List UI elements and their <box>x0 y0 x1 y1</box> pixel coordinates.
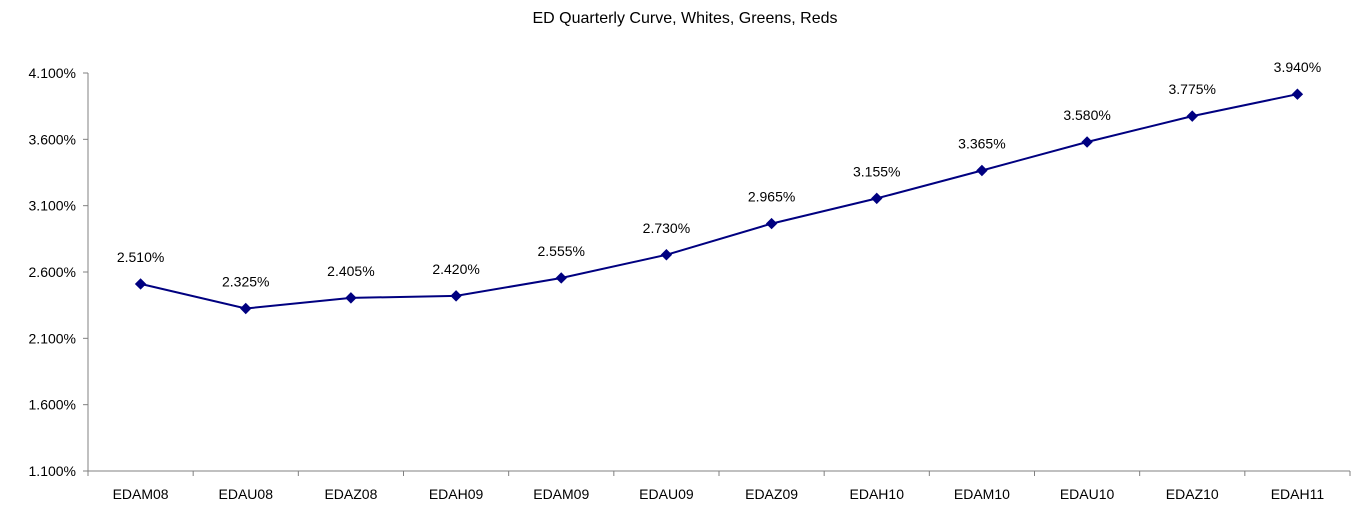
data-label: 3.940% <box>1274 59 1321 75</box>
x-tick-label: EDAU09 <box>639 486 694 502</box>
x-tick-label: EDAM10 <box>954 486 1010 502</box>
data-label: 2.965% <box>748 189 795 205</box>
data-point-marker <box>1081 136 1093 148</box>
x-tick-label: EDAH10 <box>850 486 905 502</box>
y-tick-label: 2.100% <box>29 330 76 346</box>
data-point-marker <box>450 290 462 302</box>
y-tick-label: 1.600% <box>29 397 76 413</box>
data-label: 3.580% <box>1063 107 1110 123</box>
data-label: 3.365% <box>958 136 1005 152</box>
x-tick-label: EDAU10 <box>1060 486 1115 502</box>
data-label: 2.510% <box>117 249 164 265</box>
y-tick-label: 2.600% <box>29 264 76 280</box>
y-axis-ticks: 1.100% 1.600% 2.100% 2.600% 3.100% 3.600% 4.10… <box>29 65 88 479</box>
data-point-marker <box>1186 110 1198 122</box>
x-tick-label: EDAZ10 <box>1166 486 1219 502</box>
data-label: 2.420% <box>432 261 479 277</box>
x-axis-ticks: EDAM08 EDAU08 EDAZ08 EDAH09 EDAM09 EDAU09 EDAZ… <box>87 471 1351 502</box>
data-point-marker <box>765 217 778 230</box>
data-point-marker <box>134 278 147 290</box>
data-point-marker <box>555 272 567 284</box>
x-tick-label: EDAU08 <box>219 486 274 502</box>
data-point-marker <box>240 302 252 315</box>
x-tick-label: EDAH09 <box>429 486 484 502</box>
data-label: 2.555% <box>538 243 585 259</box>
x-tick-label: EDAZ09 <box>745 486 798 502</box>
data-label: 2.325% <box>222 273 269 289</box>
data-label: 2.730% <box>643 220 690 236</box>
data-point-marker <box>660 249 673 261</box>
x-tick-label: EDAM09 <box>533 486 589 502</box>
data-point-marker <box>871 192 883 205</box>
x-tick-label: EDAH11 <box>1271 486 1325 502</box>
data-label: 2.405% <box>327 263 374 279</box>
series-polyline <box>140 93 1298 310</box>
axes <box>87 73 1350 472</box>
data-labels: 2.510% 2.325% 2.405% 2.420% 2.555% 2.730% 2.96… <box>117 59 1321 289</box>
data-point-marker <box>345 292 357 304</box>
data-point-marker <box>1291 88 1304 100</box>
data-label: 3.155% <box>853 163 900 179</box>
series-markers <box>134 88 1304 315</box>
y-tick-label: 1.100% <box>29 463 76 479</box>
x-tick-label: EDAM08 <box>113 486 169 502</box>
y-tick-label: 3.600% <box>29 131 76 147</box>
x-tick-label: EDAZ08 <box>324 486 377 502</box>
series-line <box>140 93 1298 310</box>
y-tick-label: 4.100% <box>29 65 76 81</box>
data-point-marker <box>976 164 988 177</box>
chart-title: ED Quarterly Curve, Whites, Greens, Reds <box>533 10 838 27</box>
y-tick-label: 3.100% <box>29 198 76 214</box>
data-label: 3.775% <box>1169 81 1216 97</box>
